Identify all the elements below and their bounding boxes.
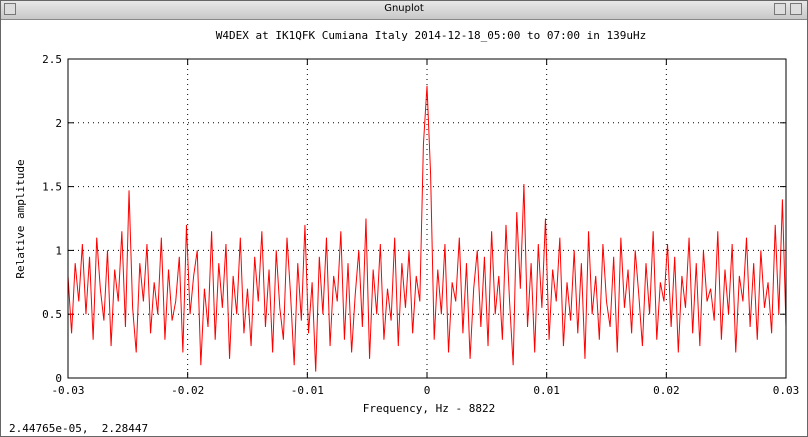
x-axis-label: Frequency, Hz - 8822 (363, 402, 495, 415)
x-tick-label: 0.01 (533, 384, 560, 397)
x-tick-label: 0.03 (773, 384, 800, 397)
data-line (67, 85, 787, 372)
y-axis-label: Relative amplitude (14, 159, 27, 278)
x-tick-label: -0.02 (171, 384, 204, 397)
chart: W4DEX at IK1QFK Cumiana Italy 2014-12-18… (14, 29, 800, 415)
y-tick-label: 1.5 (42, 181, 62, 194)
title-bar: Gnuplot (1, 1, 807, 20)
x-tick-label: -0.03 (51, 384, 84, 397)
x-tick-label: -0.01 (291, 384, 324, 397)
y-tick-label: 0 (55, 372, 62, 385)
y-tick-label: 1 (55, 244, 62, 257)
minimize-button[interactable] (774, 3, 786, 15)
menu-button[interactable] (4, 3, 16, 15)
chart-title: W4DEX at IK1QFK Cumiana Italy 2014-12-18… (216, 29, 646, 42)
y-tick-label: 2 (55, 117, 62, 130)
plot-border (67, 58, 787, 379)
status-bar: 2.44765e-05, 2.28447 (9, 422, 149, 435)
y-tick-label: 2.5 (42, 53, 62, 66)
window-title: Gnuplot (384, 3, 424, 14)
x-tick-label: 0 (424, 384, 431, 397)
maximize-button[interactable] (790, 3, 802, 15)
y-tick-label: 0.5 (42, 308, 62, 321)
x-tick-label: 0.02 (653, 384, 680, 397)
